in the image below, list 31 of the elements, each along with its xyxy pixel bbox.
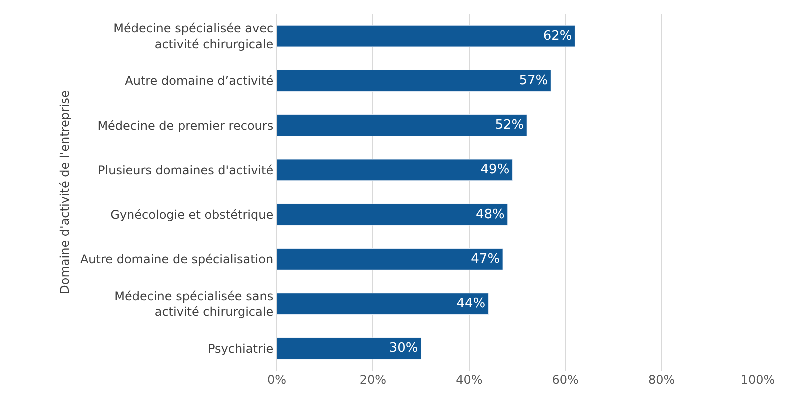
data-label: 52% [495, 118, 524, 134]
bar [277, 114, 528, 137]
data-label: 30% [389, 341, 418, 356]
x-tick-label: 60% [552, 373, 579, 387]
y-tick-label: Médecine spécialisée avec activité chirurgicale [114, 22, 274, 52]
y-tick-label: Plusieurs domaines d'activité [98, 163, 274, 178]
x-tick-label: 80% [648, 373, 676, 387]
y-tick-label: Autre domaine d’activité [125, 74, 274, 88]
data-label: 48% [476, 207, 505, 222]
bar [277, 159, 513, 182]
data-label: 57% [519, 73, 548, 88]
x-tick-label: 40% [456, 373, 483, 387]
x-tick-label: 0% [267, 373, 287, 387]
bar [277, 248, 504, 270]
y-axis-title: Domaine d'activité de l'entreprise [58, 90, 72, 294]
bar [277, 293, 489, 316]
bar [277, 70, 552, 92]
y-tick-label: Médecine de premier recours [98, 118, 274, 133]
bar [277, 204, 508, 226]
y-tick-label: Psychiatrie [208, 342, 274, 356]
x-tick-label: 20% [360, 373, 387, 387]
y-tick-label: Médecine spécialisée sans activité chirurgicale [114, 289, 274, 320]
y-tick-label: Autre domaine de spécialisation [80, 252, 274, 267]
bar [277, 338, 422, 360]
data-label: 49% [480, 162, 510, 178]
x-tick-label: 100% [740, 373, 776, 387]
y-tick-label: Gynécologie et obstétrique [110, 208, 274, 222]
data-label: 47% [471, 252, 500, 267]
bar [277, 25, 576, 48]
data-label: 62% [543, 28, 572, 44]
data-label: 44% [456, 296, 486, 312]
